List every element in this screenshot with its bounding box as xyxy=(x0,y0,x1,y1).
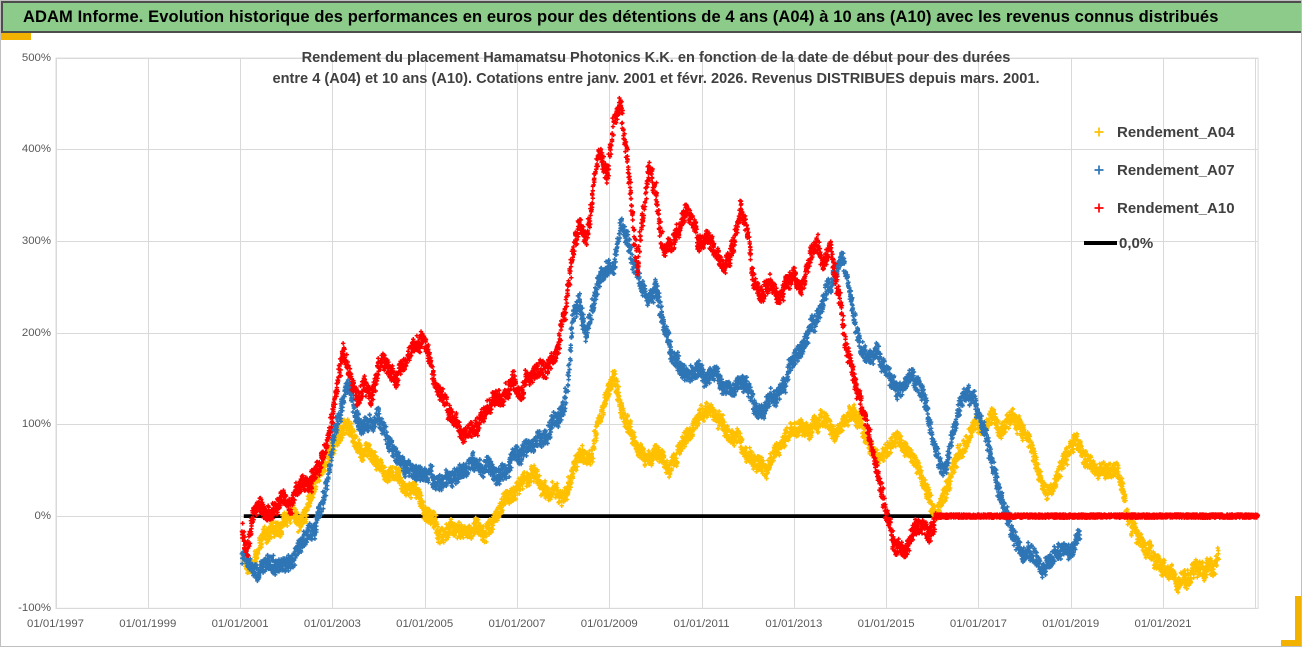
x-axis-tick-label: 01/01/2017 xyxy=(949,618,1007,630)
chart-title-line1: Rendement du placement Hamamatsu Photoni… xyxy=(301,50,1011,66)
x-axis-tick-label: 01/01/2003 xyxy=(303,618,361,630)
x-axis-tick-label: 01/01/2011 xyxy=(673,618,730,630)
x-axis-tick-label: 01/01/2001 xyxy=(211,618,269,630)
x-axis-tick-label: 01/01/1997 xyxy=(26,618,84,630)
y-axis-tick-label: 500% xyxy=(21,51,51,64)
y-axis-tick-label: -100% xyxy=(18,601,51,614)
plus-marker-icon xyxy=(1094,127,1104,137)
x-axis-tick-label: 01/01/2021 xyxy=(1134,618,1192,630)
y-axis-tick-label: 300% xyxy=(21,235,51,247)
legend-item-rendement-a04[interactable]: Rendement_A04 xyxy=(1093,122,1235,142)
plus-marker-icon xyxy=(1094,165,1104,175)
legend-item-0-0-[interactable]: 0,0% xyxy=(1084,233,1153,253)
x-axis-tick-label: 01/01/2005 xyxy=(396,618,454,630)
legend-item-label: Rendement_A10 xyxy=(1117,199,1235,217)
x-axis-tick-label: 01/01/2015 xyxy=(857,618,915,630)
legend-item-rendement-a10[interactable]: Rendement_A10 xyxy=(1093,198,1235,218)
x-axis-tick-label: 01/01/2013 xyxy=(765,618,823,630)
x-axis-tick-label: 01/01/2007 xyxy=(488,618,546,630)
legend-item-label: Rendement_A04 xyxy=(1117,123,1235,141)
y-axis-tick-label: 400% xyxy=(21,143,51,156)
legend-item-rendement-a07[interactable]: Rendement_A07 xyxy=(1093,160,1235,180)
x-axis-tick-label: 01/01/2009 xyxy=(580,618,638,630)
y-axis-tick-label: 200% xyxy=(21,326,51,339)
y-axis-tick-label: 100% xyxy=(21,418,51,431)
zero-line-icon xyxy=(1084,241,1117,245)
x-axis-tick-label: 01/01/2019 xyxy=(1042,618,1100,630)
chart-title: Rendement du placement Hamamatsu Photoni… xyxy=(156,48,1156,90)
x-axis-tick-label: 01/01/1999 xyxy=(119,618,177,630)
y-axis-tick-label: 0% xyxy=(34,510,51,523)
legend-item-label: 0,0% xyxy=(1119,234,1154,252)
chart-title-line2: entre 4 (A04) et 10 ans (A10). Cotations… xyxy=(272,71,1040,87)
legend-item-label: Rendement_A07 xyxy=(1117,161,1235,179)
plus-marker-icon xyxy=(1094,203,1104,213)
